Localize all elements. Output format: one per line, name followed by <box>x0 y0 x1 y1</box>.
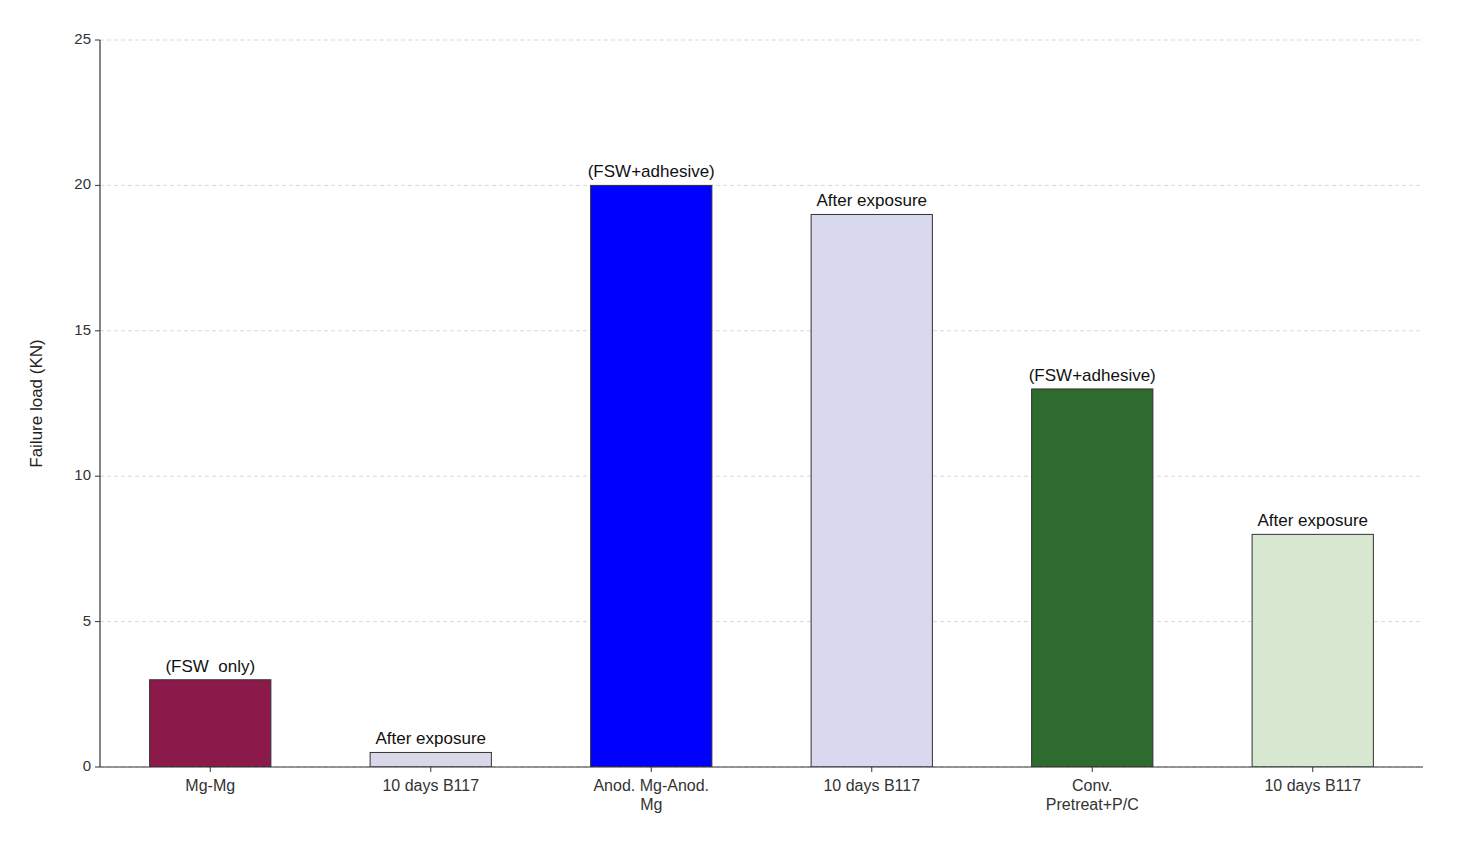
x-axis-line <box>100 766 1423 767</box>
bar <box>1252 534 1373 767</box>
tick-label: 5 <box>83 612 91 629</box>
annotation: After exposure <box>1257 511 1368 530</box>
tick-mark <box>95 330 100 331</box>
category-label: 10 days B117 <box>1264 777 1361 794</box>
grid-line <box>100 767 1423 768</box>
category-label-line: 10 days B117 <box>823 777 920 794</box>
category-label: 10 days B117 <box>823 777 920 794</box>
bar <box>591 185 712 767</box>
x-tick-mark <box>1312 767 1313 772</box>
tick-mark <box>95 185 100 186</box>
x-axis: Mg-Mg 10 days B117 Anod. Mg-Anod. Mg 10 days… <box>100 767 1423 813</box>
annotations: (FSW only) After exposure (FSW+adhesive) Af… <box>165 162 1368 748</box>
bar <box>150 680 271 767</box>
category-label-line: Mg-Mg <box>185 777 235 794</box>
category-label-line: Conv. <box>1072 777 1113 794</box>
category-label-line: 10 days B117 <box>1264 777 1361 794</box>
bar <box>370 752 491 767</box>
grid-line <box>100 476 1423 477</box>
category-label: Anod. Mg-Anod. Mg <box>593 777 709 813</box>
tick-mark <box>95 40 100 41</box>
x-tick-mark <box>651 767 652 772</box>
y-axis-line <box>99 40 100 767</box>
bar <box>1032 389 1153 767</box>
category-label-line: Anod. Mg-Anod. <box>593 777 709 794</box>
category-label-line: 10 days B117 <box>382 777 479 794</box>
category-label-line: Mg <box>640 796 662 813</box>
grid-line <box>100 621 1423 622</box>
bar <box>811 214 932 767</box>
tick-label: 25 <box>74 30 91 47</box>
tick-mark <box>95 476 100 477</box>
grid-line <box>100 330 1423 331</box>
annotation: After exposure <box>816 191 927 210</box>
grid-line <box>100 40 1423 41</box>
grid <box>100 40 1423 767</box>
grid-line <box>100 185 1423 186</box>
annotation: After exposure <box>375 729 486 748</box>
tick-mark <box>95 767 100 768</box>
x-tick-mark <box>210 767 211 772</box>
tick-mark <box>95 621 100 622</box>
y-axis-title: Failure load (KN) <box>27 339 46 468</box>
x-tick-mark <box>1092 767 1093 772</box>
annotation: (FSW+adhesive) <box>588 162 715 181</box>
tick-label: 10 <box>74 466 91 483</box>
y-axis: 0 5 10 15 20 25 <box>74 30 100 774</box>
annotation: (FSW only) <box>165 657 255 676</box>
tick-label: 20 <box>74 175 91 192</box>
chart-container: 0 5 10 15 20 25 (FSW only) After exposure (FSW+a… <box>0 0 1463 867</box>
annotation: (FSW+adhesive) <box>1029 366 1156 385</box>
category-label-line: Pretreat+P/C <box>1046 796 1139 813</box>
bars <box>150 185 1374 767</box>
category-label: Mg-Mg <box>185 777 235 794</box>
category-label: Conv. Pretreat+P/C <box>1046 777 1139 813</box>
x-tick-mark <box>871 767 872 772</box>
chart-svg: 0 5 10 15 20 25 (FSW only) After exposure (FSW+a… <box>0 0 1463 867</box>
category-label: 10 days B117 <box>382 777 479 794</box>
tick-label: 0 <box>83 757 91 774</box>
tick-label: 15 <box>74 321 91 338</box>
x-tick-mark <box>430 767 431 772</box>
